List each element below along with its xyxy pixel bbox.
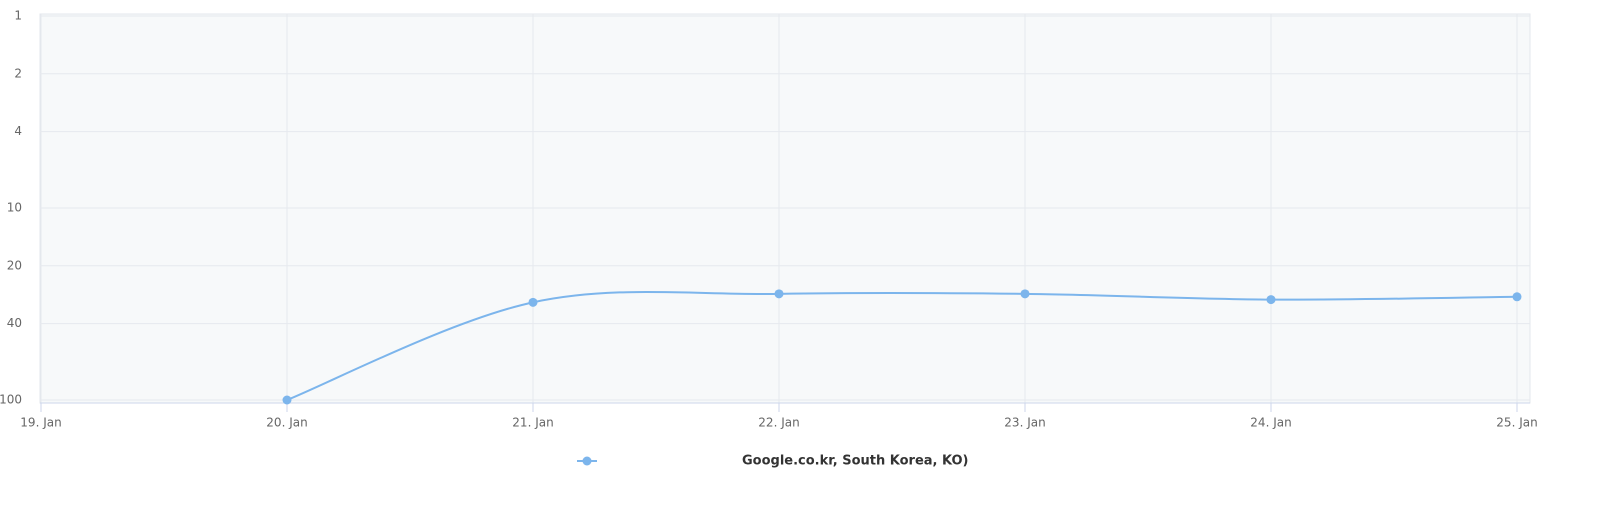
x-tick-label: 25. Jan [1496,416,1537,430]
point [1512,292,1522,302]
x-tick-label: 20. Jan [266,416,307,430]
series-line [286,290,1518,401]
x-tick-label: 23. Jan [1004,416,1045,430]
x-tick-label: 24. Jan [1250,416,1291,430]
y-tick-label: 1 [14,9,22,23]
x-tick-label: 19. Jan [20,416,61,430]
y-tick-label: 40 [7,316,22,330]
point [1020,289,1030,299]
y-tick-label: 100 [0,393,22,407]
y-tick-label: 2 [14,66,22,80]
point [282,395,292,405]
point [528,297,538,307]
legend-text: Google.co.kr, South Korea, KO) [742,454,969,469]
x-tick-label: 21. Jan [512,416,553,430]
point [774,289,784,299]
y-tick-label: 20 [7,258,22,272]
x-tick-label: 22. Jan [758,416,799,430]
y-tick-label: 4 [14,124,22,138]
point [1266,295,1276,305]
y-tick-label: 10 [7,201,22,215]
legend-marker [582,456,592,466]
